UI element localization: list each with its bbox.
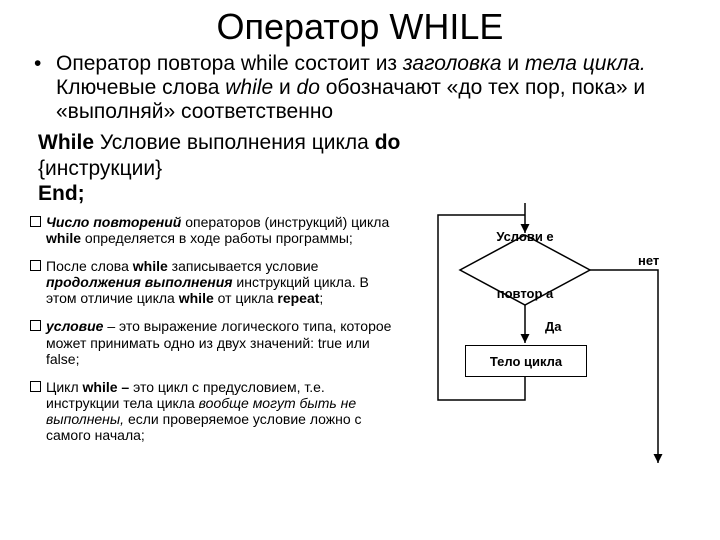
diamond-label-top: Услови е [485, 230, 565, 244]
note-item: Число повторений операторов (инструкций)… [30, 214, 400, 246]
note-item: условие – это выражение логического типа… [30, 318, 400, 366]
flowchart: Услови е повтор а Да нет Тело цикла [430, 195, 690, 515]
diamond-label-bottom: повтор а [482, 287, 568, 301]
page-title: Оператор WHILE [0, 6, 720, 48]
note-item: Цикл while – это цикл с предусловием, т.… [30, 379, 400, 443]
intro-text: Оператор повтора while состоит из заголо… [56, 52, 690, 124]
notes-list: Число повторений операторов (инструкций)… [30, 214, 400, 443]
syntax-cond: Условие выполнения цикла [94, 131, 375, 154]
yes-label: Да [545, 319, 562, 334]
no-label: нет [638, 253, 659, 268]
body-box: Тело цикла [465, 345, 587, 377]
slide: Оператор WHILE Оператор повтора while со… [0, 0, 720, 540]
syntax-line2: {инструкции} [38, 156, 690, 181]
kw-while: While [38, 131, 94, 154]
note-item: После слова while записывается условие п… [30, 258, 400, 306]
kw-do: do [375, 131, 401, 154]
syntax-line1: While Условие выполнения цикла do [38, 130, 690, 155]
